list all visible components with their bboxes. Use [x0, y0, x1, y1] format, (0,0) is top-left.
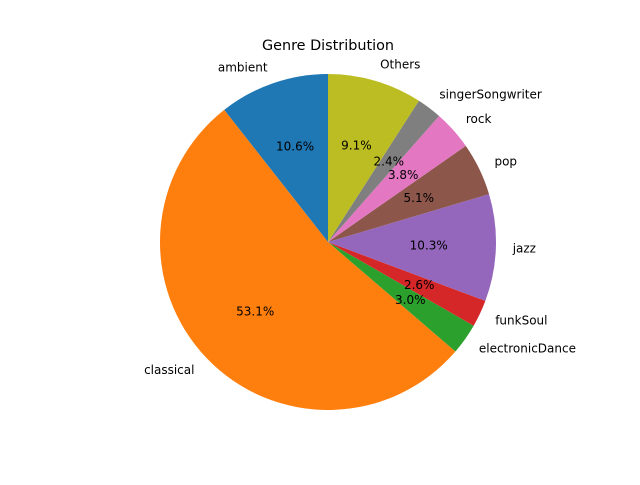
percent-label-others: 9.1%	[341, 138, 372, 152]
percent-label-singer-songwriter: 2.4%	[374, 155, 405, 169]
slice-label-rock: rock	[466, 112, 492, 126]
pie-slice-rock	[328, 115, 466, 242]
pie-slice-electronic-dance	[328, 242, 474, 352]
percent-label-classical: 53.1%	[236, 305, 274, 319]
pie-slice-funk-soul	[328, 242, 486, 326]
percent-labels: 10.6% 53.1% 3.0%2.6% 10.3% 5.1% 3.8%2.4%9.1%	[236, 138, 448, 318]
percent-label-rock: 3.8%	[388, 168, 419, 182]
percent-label-ambient: 10.6%	[276, 140, 314, 154]
chart-title: Genre Distribution	[262, 38, 394, 54]
slice-labels: ambient classical electronicDance funkSoul j…	[144, 58, 576, 377]
pie-slice-others	[328, 74, 419, 242]
percent-label-funk-soul: 2.6%	[404, 278, 435, 292]
percent-label-electronic-dance: 3.0%	[395, 293, 426, 307]
slice-label-singer-songwriter: singerSongwriter	[439, 88, 541, 102]
slice-label-ambient: ambient	[218, 60, 268, 74]
pie-slices	[160, 74, 497, 410]
percent-label-jazz: 10.3%	[410, 238, 448, 252]
percent-label-pop: 5.1%	[404, 191, 435, 205]
slice-label-pop: pop	[494, 155, 517, 169]
pie-slice-jazz	[328, 194, 497, 301]
pie-slice-pop	[328, 145, 490, 242]
pie-slice-ambient	[224, 74, 328, 242]
slice-label-jazz: jazz	[512, 241, 536, 255]
pie-slice-classical	[160, 109, 456, 410]
slice-label-funk-soul: funkSoul	[495, 314, 547, 328]
slice-label-classical: classical	[144, 363, 194, 377]
slice-label-electronic-dance: electronicDance	[479, 342, 576, 356]
slice-label-others: Others	[380, 58, 420, 72]
pie-slice-singer-songwriter	[328, 100, 440, 242]
